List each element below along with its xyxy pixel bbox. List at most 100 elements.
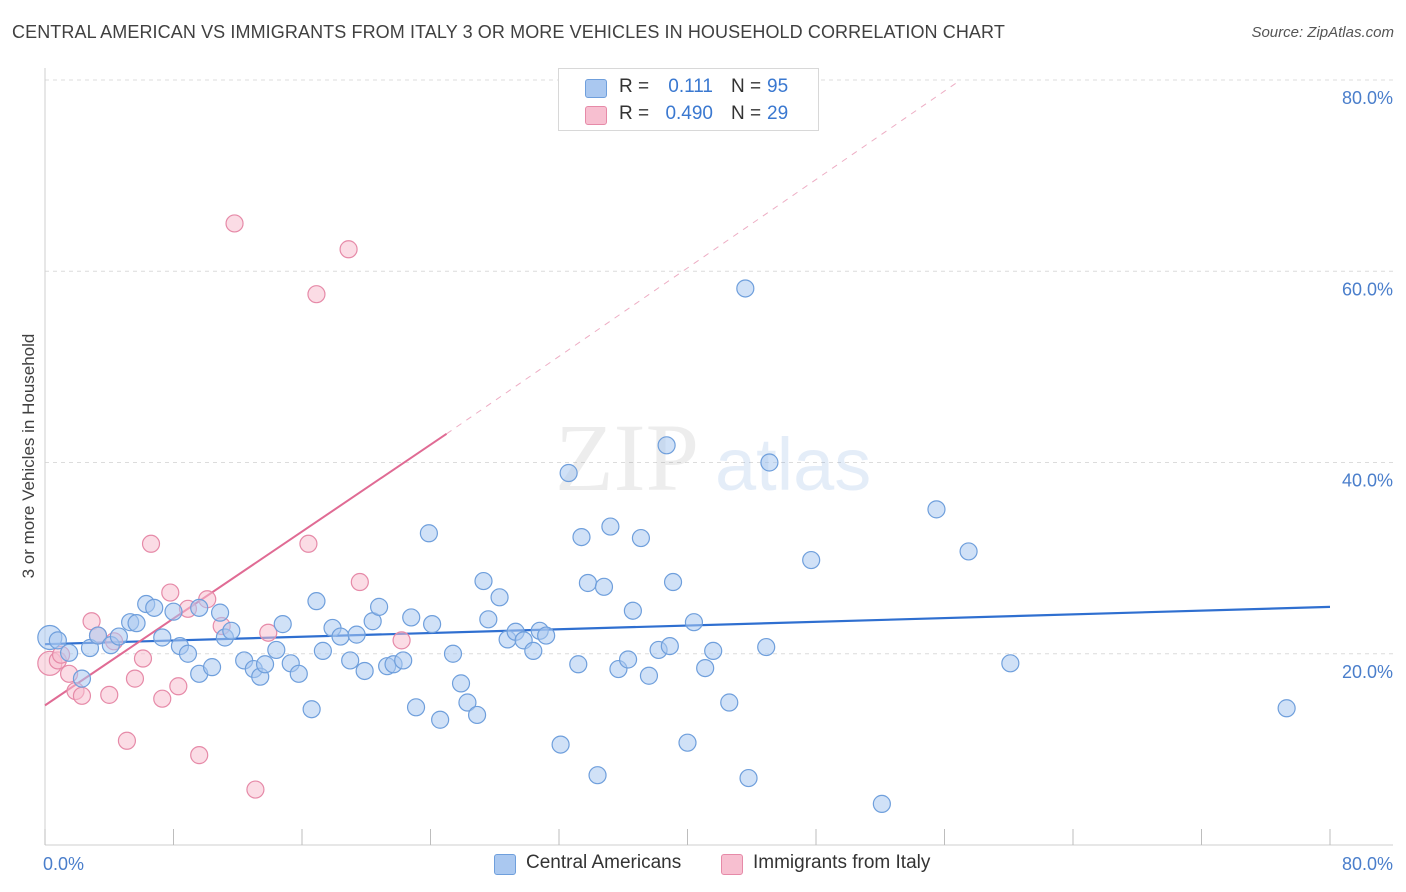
chart-title: CENTRAL AMERICAN VS IMMIGRANTS FROM ITAL… xyxy=(12,22,1005,42)
series-legend: Central Americans Immigrants from Italy xyxy=(0,852,1406,878)
data-point-central-american xyxy=(927,500,946,519)
data-point-central-american xyxy=(578,573,598,593)
watermark-zip: ZIP xyxy=(555,404,699,511)
data-point-central-american xyxy=(289,664,308,683)
data-point-central-american xyxy=(802,550,821,570)
data-point-central-american xyxy=(431,710,450,729)
data-point-central-american xyxy=(255,655,275,674)
blue-swatch xyxy=(494,854,516,875)
data-point-central-american xyxy=(678,733,697,752)
legend-label: Immigrants from Italy xyxy=(753,852,931,873)
data-point-italy xyxy=(225,214,244,233)
data-point-central-american xyxy=(88,626,108,645)
correlation-legend: R = 0.111 N = 95 R = 0.490 N = 29 xyxy=(558,68,819,131)
data-point-italy xyxy=(190,746,209,765)
data-point-central-american xyxy=(760,453,779,472)
x-tick-label: 80.0% xyxy=(1342,854,1393,874)
r-value: 0.111 xyxy=(668,76,713,97)
data-point-italy xyxy=(133,649,153,668)
legend-row-italy: R = 0.490 N = 29 xyxy=(559,100,818,128)
y-tick-label: 60.0% xyxy=(1342,279,1393,299)
data-point-central-american xyxy=(355,661,374,681)
data-point-central-american xyxy=(164,602,183,621)
data-point-central-american xyxy=(210,603,230,622)
data-point-central-american xyxy=(551,735,570,754)
trend-line-italy-extension xyxy=(446,79,961,435)
pink-swatch xyxy=(585,106,607,125)
data-point-italy xyxy=(72,686,92,705)
data-point-italy xyxy=(141,534,161,553)
data-point-italy xyxy=(299,534,318,553)
data-point-central-american xyxy=(720,693,739,712)
data-point-central-american xyxy=(458,693,477,712)
r-label: R = xyxy=(619,76,650,97)
data-point-central-american xyxy=(559,463,578,483)
watermark-atlas: atlas xyxy=(715,423,871,506)
data-point-central-american xyxy=(657,436,676,455)
data-point-central-american xyxy=(572,527,591,547)
source-label: Source: ZipAtlas.com xyxy=(1251,24,1394,41)
data-point-central-american xyxy=(423,615,442,634)
data-point-central-american xyxy=(347,625,366,644)
data-point-central-american xyxy=(48,631,67,650)
data-point-italy xyxy=(350,572,369,592)
y-axis-label: 3 or more Vehicles in Household xyxy=(19,334,38,579)
data-point-central-american xyxy=(267,640,286,660)
tick-labels: 20.0% 40.0% 60.0% 80.0% 0.0% 80.0% xyxy=(43,88,1393,874)
data-point-central-american xyxy=(202,658,222,677)
data-point-central-american xyxy=(569,655,588,674)
data-point-central-american xyxy=(537,626,556,645)
data-point-central-american xyxy=(490,588,509,607)
data-point-italy xyxy=(100,685,119,704)
data-point-central-american xyxy=(302,700,321,719)
data-point-central-american xyxy=(757,637,776,657)
data-point-central-american xyxy=(639,666,659,685)
data-point-central-american xyxy=(524,641,543,660)
axes xyxy=(44,68,1393,846)
y-tick-label: 80.0% xyxy=(1342,88,1393,108)
data-point-central-american xyxy=(190,598,209,617)
trend-lines xyxy=(44,79,1331,707)
legend-row-central-americans: R = 0.111 N = 95 xyxy=(559,73,818,101)
data-point-central-american xyxy=(467,705,487,725)
data-point-central-american xyxy=(660,636,679,656)
trend-line-italy xyxy=(44,432,448,707)
data-point-central-american xyxy=(479,610,498,629)
data-point-italy xyxy=(392,631,411,650)
n-value: 29 xyxy=(767,103,789,124)
data-point-central-american xyxy=(588,766,607,785)
data-point-central-american xyxy=(696,658,715,678)
data-point-central-american xyxy=(59,643,79,662)
data-point-central-american xyxy=(406,698,426,717)
blue-swatch xyxy=(585,79,607,98)
data-point-central-american xyxy=(178,644,198,663)
data-point-italy xyxy=(339,240,358,259)
data-point-italy xyxy=(259,623,278,642)
data-point-central-american xyxy=(704,641,723,660)
x-tick-label: 0.0% xyxy=(43,854,84,874)
data-point-central-american xyxy=(127,614,146,633)
data-point-italy xyxy=(117,731,137,750)
series-italy-points xyxy=(37,214,411,799)
data-point-italy xyxy=(246,780,265,799)
data-point-central-american xyxy=(145,598,164,617)
data-point-central-american xyxy=(419,524,438,543)
n-value: 95 xyxy=(767,76,789,97)
series-central-american-points xyxy=(37,279,1296,813)
data-point-central-american xyxy=(601,517,620,536)
y-tick-label: 20.0% xyxy=(1342,662,1393,682)
data-point-central-american xyxy=(153,628,172,647)
data-point-central-american xyxy=(402,608,421,627)
data-point-central-american xyxy=(307,592,326,611)
data-point-central-american xyxy=(273,615,292,634)
data-point-central-american xyxy=(739,768,758,788)
data-point-central-american xyxy=(109,627,128,646)
data-point-central-american xyxy=(331,627,350,646)
r-value: 0.490 xyxy=(665,103,713,124)
data-point-italy xyxy=(153,689,172,708)
data-point-italy xyxy=(125,669,145,688)
data-point-central-american xyxy=(959,542,978,561)
data-point-central-american xyxy=(1001,654,1020,673)
data-point-central-american xyxy=(684,613,704,632)
n-label: N = xyxy=(731,76,762,97)
